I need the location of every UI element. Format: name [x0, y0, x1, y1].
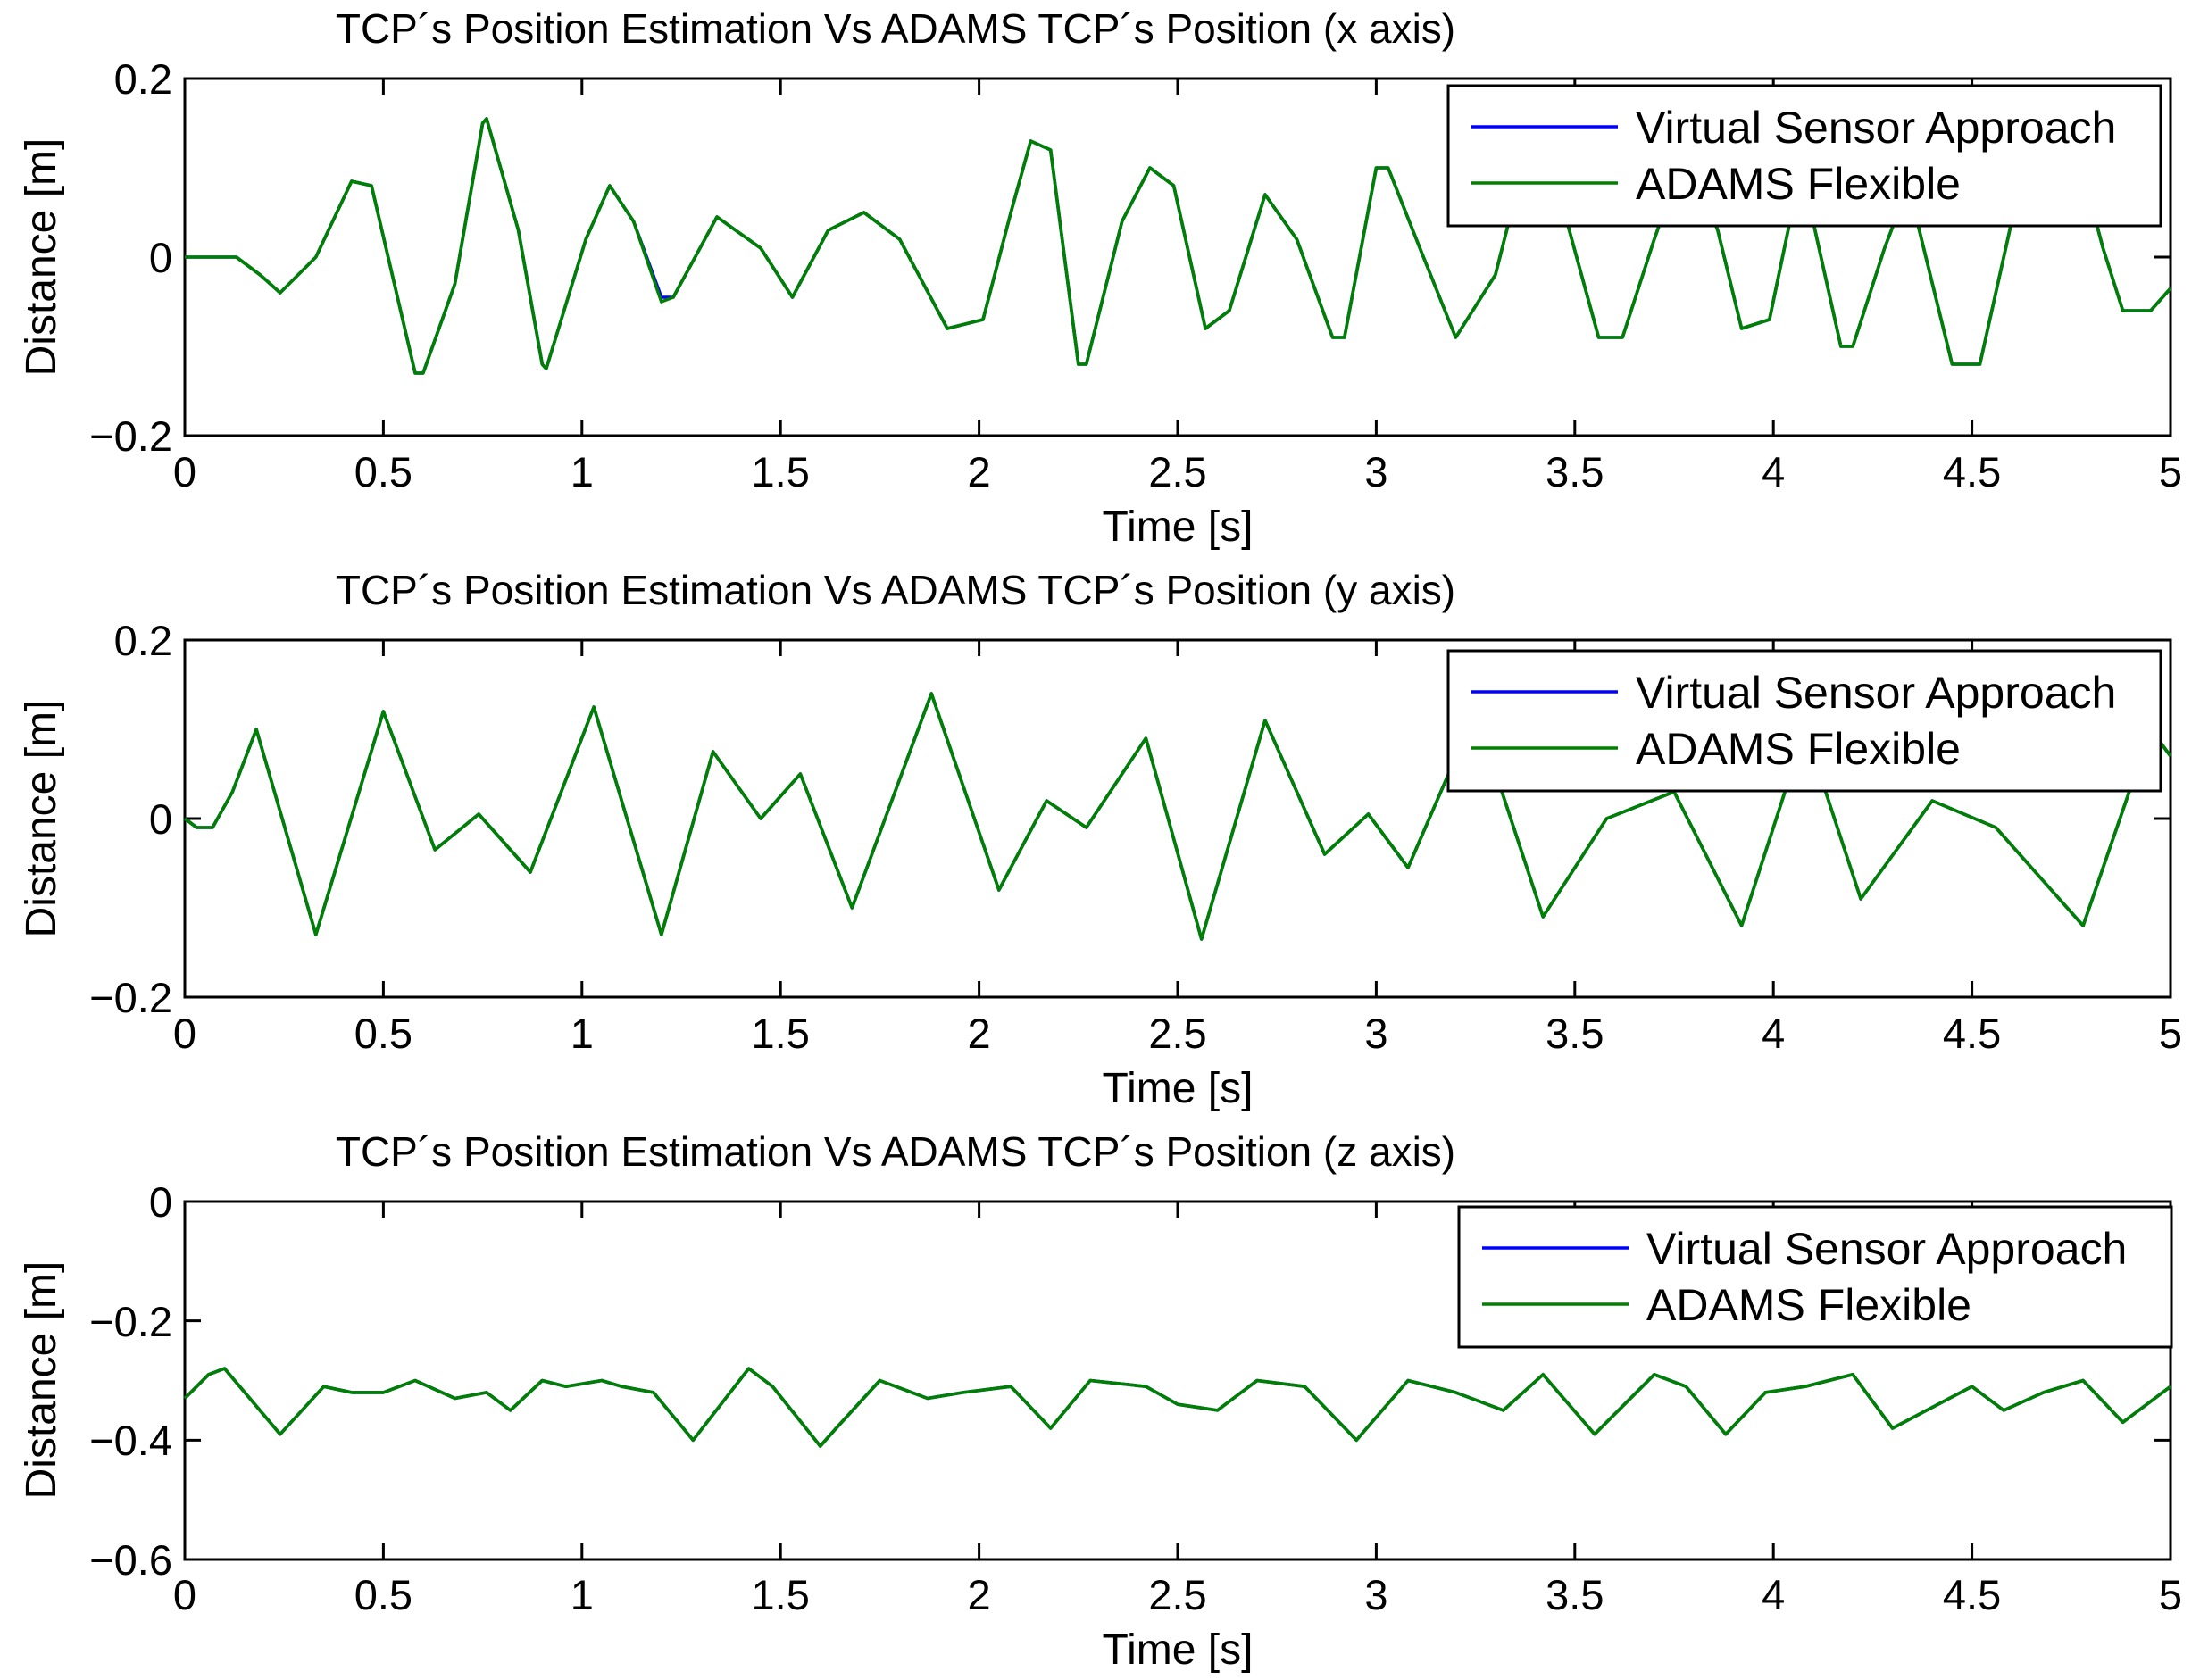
x-tick-label: 2	[968, 1010, 991, 1057]
legend-box	[1446, 649, 2162, 793]
x-tick-label: 2.5	[1148, 1571, 1206, 1618]
x-tick-label: 1.5	[752, 448, 810, 495]
legend-box	[1446, 84, 2162, 228]
y-tick-label: 0	[149, 795, 172, 843]
y-tick-label: 0.2	[114, 617, 172, 664]
chart-title: TCP´s Position Estimation Vs ADAMS TCP´s…	[336, 5, 1455, 52]
series-line-adams-flexible	[185, 117, 2172, 375]
legend-box	[1457, 1205, 2173, 1349]
x-tick-label: 3.5	[1546, 1571, 1604, 1618]
y-tick-label: −0.2	[89, 412, 172, 460]
y-tick-label: −0.2	[89, 1298, 172, 1345]
x-tick-label: 0	[173, 1010, 196, 1057]
legend-label-adams: ADAMS Flexible	[1646, 1280, 1971, 1330]
legend: Virtual Sensor Approach ADAMS Flexible	[1446, 649, 2162, 793]
x-ticks: 0 0.5 1 1.5 2 2.5 3 3.5 4 4.5 5	[173, 1571, 2182, 1618]
y-tick-label: 0	[149, 234, 172, 281]
x-tick-label: 3	[1364, 1010, 1388, 1057]
x-tick-label: 2.5	[1148, 1010, 1206, 1057]
x-tick-label: 0.5	[354, 1571, 412, 1618]
x-tick-label: 4.5	[1943, 1571, 2001, 1618]
x-tick-label: 5	[2159, 1571, 2182, 1618]
y-axis-label: Distance [m]	[18, 700, 65, 938]
x-tick-label: 0.5	[354, 1010, 412, 1057]
x-axis-label: Time [s]	[1103, 1065, 1254, 1112]
x-tick-label: 3	[1364, 1571, 1388, 1618]
x-tick-label: 2.5	[1148, 448, 1206, 495]
legend-label-adams: ADAMS Flexible	[1636, 159, 1961, 209]
legend: Virtual Sensor Approach ADAMS Flexible	[1457, 1205, 2173, 1349]
x-tick-label: 1	[571, 1010, 594, 1057]
chart-panel-x: TCP´s Position Estimation Vs ADAMS TCP´s…	[18, 5, 2182, 551]
tick-marks	[183, 638, 2172, 999]
x-ticks: 0 0.5 1 1.5 2 2.5 3 3.5 4 4.5 5	[173, 1010, 2182, 1057]
y-ticks: −0.6 −0.4 −0.2 0	[89, 1178, 172, 1584]
x-tick-label: 1	[571, 448, 594, 495]
x-tick-label: 1.5	[752, 1571, 810, 1618]
x-tick-label: 2	[968, 448, 991, 495]
x-tick-label: 3.5	[1546, 448, 1604, 495]
y-axis-label: Distance [m]	[18, 138, 65, 377]
x-tick-label: 2	[968, 1571, 991, 1618]
x-tick-label: 4	[1762, 1571, 1785, 1618]
x-tick-label: 3	[1364, 448, 1388, 495]
chart-panel-z: TCP´s Position Estimation Vs ADAMS TCP´s…	[18, 1128, 2182, 1674]
x-tick-label: 4	[1762, 448, 1785, 495]
y-tick-label: −0.2	[89, 974, 172, 1021]
chart-panel-y: TCP´s Position Estimation Vs ADAMS TCP´s…	[18, 567, 2182, 1112]
legend-label-virtual: Virtual Sensor Approach	[1646, 1224, 2127, 1274]
y-ticks: −0.2 0 0.2	[89, 617, 172, 1021]
x-tick-label: 5	[2159, 448, 2182, 495]
x-axis-label: Time [s]	[1103, 503, 1254, 551]
x-tick-label: 0	[173, 448, 196, 495]
x-tick-label: 1.5	[752, 1010, 810, 1057]
legend-label-adams: ADAMS Flexible	[1636, 724, 1961, 774]
legend: Virtual Sensor Approach ADAMS Flexible	[1446, 84, 2162, 228]
x-tick-label: 4	[1762, 1010, 1785, 1057]
y-ticks: −0.2 0 0.2	[89, 55, 172, 460]
legend-label-virtual: Virtual Sensor Approach	[1636, 103, 2116, 153]
y-axis-label: Distance [m]	[18, 1261, 65, 1500]
y-tick-label: −0.4	[89, 1417, 172, 1464]
x-tick-label: 3.5	[1546, 1010, 1604, 1057]
x-tick-label: 4.5	[1943, 448, 2001, 495]
y-tick-label: 0.2	[114, 55, 172, 103]
chart-title: TCP´s Position Estimation Vs ADAMS TCP´s…	[336, 567, 1455, 613]
x-tick-label: 4.5	[1943, 1010, 2001, 1057]
x-tick-label: 5	[2159, 1010, 2182, 1057]
x-tick-label: 0.5	[354, 448, 412, 495]
x-tick-label: 1	[571, 1571, 594, 1618]
x-ticks: 0 0.5 1 1.5 2 2.5 3 3.5 4 4.5 5	[173, 448, 2182, 495]
legend-label-virtual: Virtual Sensor Approach	[1636, 668, 2116, 718]
y-tick-label: 0	[149, 1178, 172, 1226]
chart-title: TCP´s Position Estimation Vs ADAMS TCP´s…	[336, 1128, 1455, 1175]
x-tick-label: 0	[173, 1571, 196, 1618]
x-axis-label: Time [s]	[1103, 1626, 1254, 1674]
series-line-adams-flexible	[183, 1367, 2172, 1448]
y-tick-label: −0.6	[89, 1536, 172, 1584]
